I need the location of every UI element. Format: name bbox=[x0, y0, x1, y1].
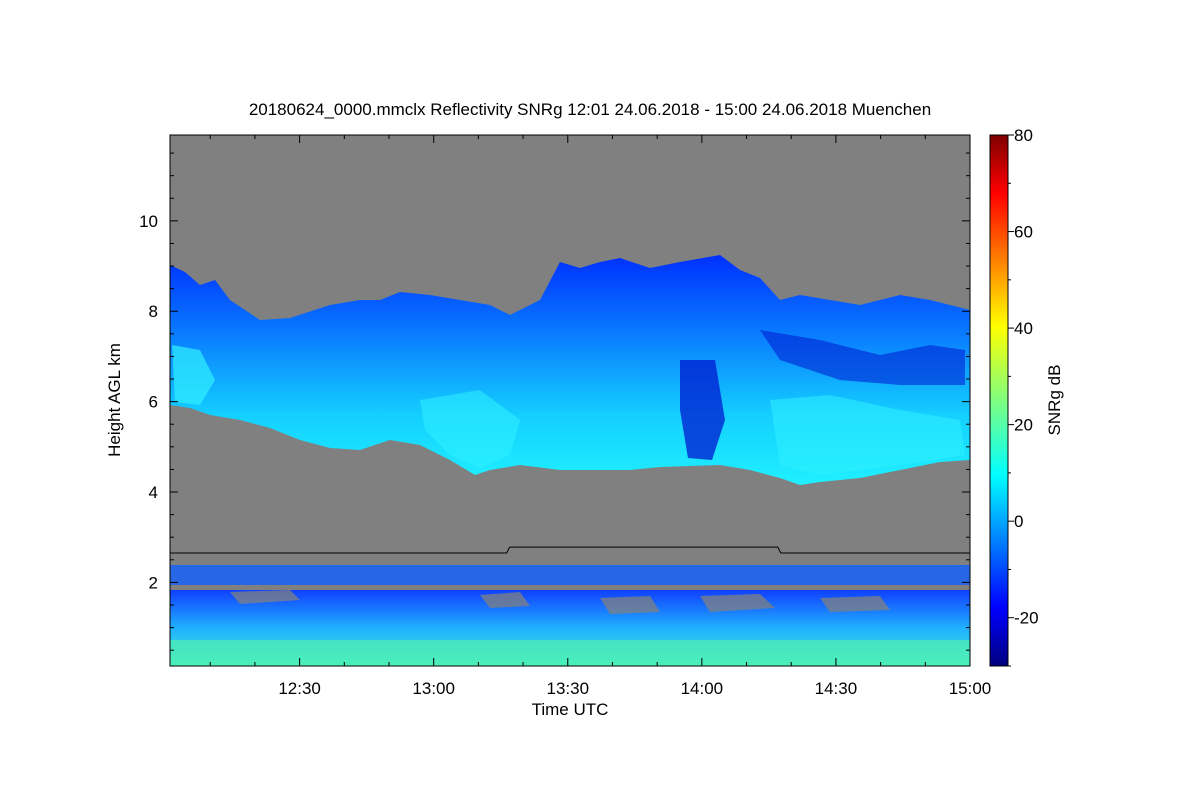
mode-boundary-line bbox=[170, 546, 970, 554]
y-tick-label: 8 bbox=[149, 302, 158, 321]
x-tick-label: 14:30 bbox=[815, 679, 858, 698]
x-tick-label: 12:30 bbox=[278, 679, 321, 698]
x-axis-label: Time UTC bbox=[532, 700, 609, 719]
y-tick-label: 10 bbox=[139, 212, 158, 231]
cloud-core-left bbox=[172, 345, 215, 405]
colorbar bbox=[989, 134, 1009, 667]
y-tick-label: 2 bbox=[149, 573, 158, 592]
upper-cloud-layer bbox=[170, 255, 970, 485]
colorbar-tick-label: 40 bbox=[1014, 319, 1033, 338]
lower-echo-surface bbox=[170, 640, 970, 666]
colorbar-ticks: -20 0 20 40 60 80 bbox=[1008, 126, 1039, 667]
colorbar-label: SNRg dB bbox=[1045, 365, 1064, 436]
y-tick-label: 6 bbox=[149, 393, 158, 412]
x-tick-label: 13:00 bbox=[412, 679, 455, 698]
x-tick-label: 15:00 bbox=[949, 679, 992, 698]
colorbar-tick-label: 0 bbox=[1014, 512, 1023, 531]
colorbar-tick-label: -20 bbox=[1014, 609, 1039, 628]
plot-area bbox=[170, 135, 970, 666]
x-axis-ticks: 12:30 13:00 13:30 14:00 14:30 15:00 bbox=[209, 135, 992, 698]
chart-title: 20180624_0000.mmclx Reflectivity SNRg 12… bbox=[249, 100, 931, 119]
y-axis-ticks: 2 4 6 8 10 bbox=[139, 152, 970, 651]
x-tick-label: 14:00 bbox=[681, 679, 724, 698]
y-axis-label: Height AGL km bbox=[105, 343, 124, 457]
lower-echo-gaps bbox=[230, 590, 890, 614]
colorbar-tick-label: 80 bbox=[1014, 126, 1033, 145]
y-tick-label: 4 bbox=[149, 483, 158, 502]
colorbar-tick-label: 20 bbox=[1014, 416, 1033, 435]
x-tick-label: 13:30 bbox=[546, 679, 589, 698]
cloud-core-right bbox=[770, 395, 965, 475]
plot-frame bbox=[169, 134, 971, 667]
dark-band-right bbox=[760, 330, 965, 385]
cloud-core-mid bbox=[420, 390, 520, 468]
lower-echo-top-band bbox=[170, 565, 970, 585]
dark-fallstreak bbox=[680, 360, 725, 460]
colorbar-tick-label: 60 bbox=[1014, 223, 1033, 242]
